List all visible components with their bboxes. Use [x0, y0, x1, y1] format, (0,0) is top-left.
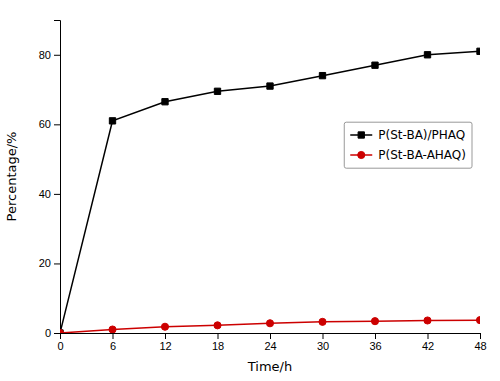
tick-label: 42 — [422, 340, 434, 352]
marks — [60, 48, 480, 333]
tick-mark — [428, 333, 429, 339]
series-marker — [371, 318, 378, 325]
series-marker — [319, 318, 326, 325]
series-marker — [266, 320, 273, 327]
tick-label: 12 — [159, 340, 171, 352]
tick-mark — [270, 333, 271, 339]
tick: 40 — [39, 188, 60, 200]
tick: 24 — [264, 333, 276, 352]
tick: 0 — [57, 333, 63, 352]
tick: 48 — [474, 333, 486, 352]
axis-line — [61, 334, 481, 340]
series-marker — [267, 83, 273, 89]
series-marker — [109, 326, 116, 333]
tick-label: 30 — [317, 340, 329, 352]
tick-mark — [218, 333, 219, 339]
tick: 60 — [39, 118, 60, 130]
tick-label: 80 — [39, 49, 51, 61]
tick: 30 — [317, 333, 329, 352]
y-axis-title: Percentage/% — [4, 132, 19, 222]
series-marker — [161, 323, 168, 330]
series-line — [60, 320, 480, 333]
series-marker — [214, 322, 221, 329]
tick-mark — [54, 55, 60, 56]
tick: 18 — [212, 333, 224, 352]
tick-mark — [54, 333, 60, 334]
tick: 12 — [159, 333, 171, 352]
tick: 0 — [45, 327, 60, 339]
tick: 20 — [39, 257, 60, 269]
tick: 36 — [369, 333, 381, 352]
chart: 0612182430364248020406080P(St-BA)/PHAQP(… — [0, 0, 500, 381]
tick-mark — [480, 333, 481, 339]
legend-item: P(St-BA-AHAQ) — [350, 148, 466, 162]
tick: 42 — [422, 333, 434, 352]
series-marker — [109, 118, 115, 124]
legend: P(St-BA)/PHAQ P(St-BA-AHAQ) — [344, 122, 472, 168]
x-axis-title: Time/h — [247, 359, 292, 374]
tick-label: 40 — [39, 188, 51, 200]
y-axis: 0 20 40 60 80 — [39, 21, 61, 340]
tick-label: 18 — [212, 340, 224, 352]
tick-label: 60 — [39, 118, 51, 130]
tick-label: 48 — [474, 340, 486, 352]
series-line — [60, 51, 480, 333]
series-marker — [60, 330, 63, 333]
series-marker — [372, 62, 378, 68]
axis-line — [54, 21, 61, 334]
tick: 6 — [110, 333, 116, 352]
legend-marker — [358, 132, 364, 138]
tick-label: 0 — [45, 327, 51, 339]
x-axis: 0 6 12 18 24 30 36 42 48 — [57, 333, 486, 352]
plot: 0612182430364248020406080P(St-BA)/PHAQP(… — [39, 21, 487, 352]
tick-label: 6 — [110, 340, 116, 352]
legend-box — [344, 122, 472, 168]
tick-label: 36 — [369, 340, 381, 352]
tick-mark — [54, 263, 60, 264]
tick-mark — [113, 333, 114, 339]
series-marker — [60, 329, 64, 333]
legend-item: P(St-BA)/PHAQ — [350, 128, 465, 142]
series-marker — [477, 48, 480, 54]
series-marker — [214, 88, 220, 94]
series-marker — [162, 99, 168, 105]
tick-label: 20 — [39, 257, 51, 269]
tick-mark — [54, 124, 60, 125]
series-marker — [424, 317, 431, 324]
legend-label: P(St-BA)/PHAQ — [378, 128, 465, 142]
series-marker — [476, 317, 480, 324]
legend-marker — [358, 151, 365, 158]
tick-mark — [375, 333, 376, 339]
tick-label: 24 — [264, 340, 276, 352]
series-marker — [424, 52, 430, 58]
tick-mark — [165, 333, 166, 339]
tick-label: 0 — [57, 340, 63, 352]
tick-mark — [323, 333, 324, 339]
legend-label: P(St-BA-AHAQ) — [378, 148, 466, 162]
tick: 80 — [39, 49, 60, 61]
series-marker — [319, 72, 325, 78]
tick-mark — [54, 194, 60, 195]
